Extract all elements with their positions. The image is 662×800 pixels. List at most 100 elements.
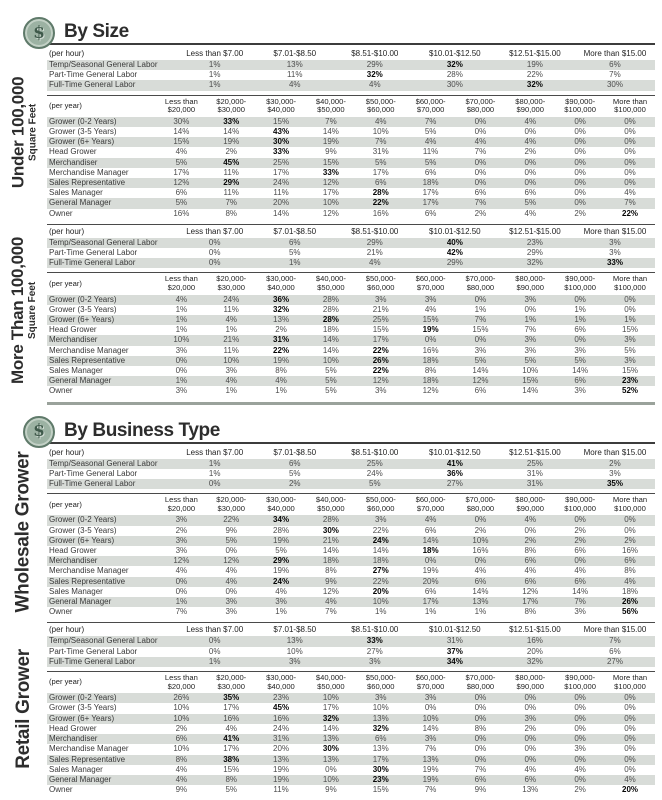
table-row: General Manager 1% 3% 3% 4% 10% 17% 13% 17% 7% 26% [47,597,655,608]
group-vertical-label: Under 100,000 Square Feet [8,77,38,188]
row-label: Temp/Seasonal General Labor [47,458,175,469]
column-header: $70,000- $80,000 [465,495,496,513]
group-label-small: Square Feet [26,104,38,162]
value-cell: 4% [474,566,487,576]
value-cell: 6% [424,525,437,535]
value-cell: 1% [275,607,287,617]
header-row: (per year) Less than $20,000 $20,000- $30,… [47,273,655,295]
column-header: Less than $20,000 [164,495,198,513]
value-cell: 0% [605,157,655,168]
value-cell: 7% [424,785,437,795]
value-cell: 0% [605,754,655,765]
value-cell: 14% [522,386,539,396]
value-cell: 29% [526,248,543,258]
value-cell: 7% [524,325,537,335]
value-cell: 0% [624,703,636,713]
value-cell: 0% [605,515,655,526]
value-cell: 0% [624,127,636,136]
value-cell: 26% [156,693,207,704]
value-cell: 3% [175,345,188,355]
column-header: $80,000- $90,000 [515,96,546,115]
value-cell: 8% [424,366,437,376]
value-cell: 18% [405,355,456,367]
value-cell: 11% [223,188,239,198]
value-cell: 6% [424,586,437,596]
value-cell: 24% [273,723,290,733]
value-cell: 17% [322,188,339,198]
value-cell: 5% [334,479,415,490]
value-cell: 13% [254,636,335,647]
value-cell: 2% [175,525,188,535]
row-label: Grower (0-2 Years) [47,693,157,704]
value-cell: 0% [505,157,556,168]
value-cell: 4% [175,764,188,774]
column-header: $50,000- $60,000 [365,96,396,115]
value-cell: 0% [555,754,606,765]
column-header: $30,000- $40,000 [266,274,297,293]
value-cell: 16% [173,208,190,218]
value-cell: 4% [334,80,415,91]
column-header: More than $100,000 [612,673,648,691]
value-cell: 4% [505,137,556,148]
group-under-100-000: Under 100,000 Square Feet (per hour) Less t… [0,47,662,219]
dollar-sign-glyph: $ [33,421,45,442]
column-header: $40,000- $50,000 [315,96,346,115]
table-unit-label: (per hour) [49,226,85,236]
value-cell: 6% [355,178,406,189]
value-cell: 10% [173,703,190,713]
column-header: More than $15.00 [583,226,647,236]
value-cell: 3% [609,248,621,258]
column-header: Less than $7.00 [186,625,244,635]
value-cell: 26% [355,355,406,367]
per-hour-table: (per hour) Less than $7.00 $7.01-$8.50 $8.5… [47,47,655,91]
value-cell: 13% [305,734,356,745]
row-label: Grower (0-2 Years) [47,515,157,526]
value-cell: 19% [273,764,290,774]
value-cell: 31% [256,335,306,346]
table-row: Sales Manager 0% 0% 4% 12% 20% 6% 14% 12% 14% 18% [47,587,655,597]
value-cell: 0% [455,556,506,567]
value-cell: 3% [254,656,335,668]
table-row: Full-Time General Labor 1% 3% 3% 34% 32% 27% [47,656,655,668]
value-cell: 8% [225,208,237,218]
column-header: More than $100,000 [612,96,648,115]
value-cell: 19% [256,774,306,786]
value-cell: 7% [355,137,406,148]
value-cell: 0% [605,294,655,305]
value-cell: 0% [605,137,655,148]
value-cell: 4% [334,258,415,269]
column-header: $30,000- $40,000 [266,495,297,513]
value-cell: 16% [206,713,257,724]
value-cell: 20% [405,576,456,587]
value-cell: 7% [474,147,487,157]
value-cell: 0% [174,636,255,647]
column-header: $7.01-$8.50 [273,49,317,58]
table-unit-label: (per year) [49,499,82,509]
value-cell: 5% [455,355,506,367]
value-cell: 1% [175,304,188,314]
table-row: Grower (3-5 Years) 2% 9% 28% 30% 22% 6% 2% 0% 2% 0… [47,526,655,536]
value-cell: 7% [424,744,437,754]
value-cell: 3% [474,345,487,355]
value-cell: 13% [355,713,406,724]
value-cell: 22% [526,70,543,80]
value-cell: 52% [622,386,639,396]
value-cell: 30% [256,137,306,148]
table-row: Owner 16% 8% 14% 12% 16% 6% 2% 4% 2% 22% [47,209,655,219]
row-label: Full-Time General Labor [47,80,175,91]
value-cell: 27% [574,656,655,668]
value-cell: 6% [474,188,487,198]
table-row: Full-Time General Labor 0% 2% 5% 27% 31% 35% [47,479,655,490]
group-label-big: More Than 100,000 [8,236,28,384]
value-cell: 5% [156,157,207,168]
value-cell: 5% [305,376,356,387]
value-cell: 2% [505,535,556,547]
value-cell: 0% [208,646,221,656]
value-cell: 32% [494,80,575,91]
group-tables: (per hour) Less than $7.00 $7.01-$8.50 $8.5… [47,446,662,618]
table-row: Full-Time General Labor 1% 4% 4% 30% 32% 30% [47,80,655,91]
column-header: $20,000- $30,000 [216,274,247,293]
value-cell: 20% [622,785,639,795]
column-header: $90,000- $100,000 [564,673,596,691]
value-cell: 5% [156,198,207,209]
